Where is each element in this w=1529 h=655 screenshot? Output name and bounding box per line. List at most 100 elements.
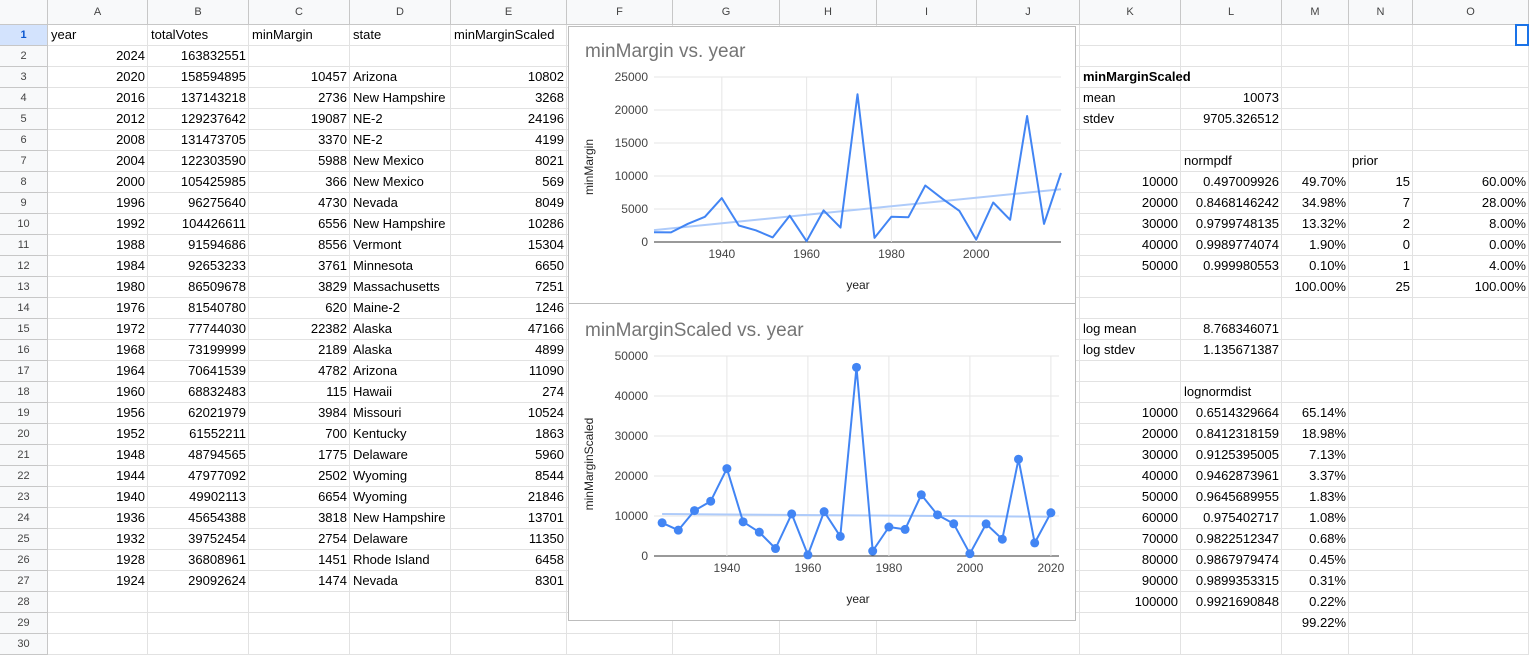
- table-cell[interactable]: Arizona: [353, 363, 398, 378]
- table-cell[interactable]: 96275640: [188, 195, 246, 210]
- column-header-m[interactable]: M: [1282, 0, 1349, 25]
- table-cell[interactable]: 4199: [535, 132, 564, 147]
- lognorm-cell[interactable]: 30000: [1141, 447, 1178, 462]
- column-header-n[interactable]: N: [1349, 0, 1413, 25]
- normpdf-cell[interactable]: 10000: [1141, 174, 1178, 189]
- table-cell[interactable]: 115: [326, 384, 347, 399]
- table-cell[interactable]: 1988: [116, 237, 145, 252]
- table-cell[interactable]: 2016: [116, 90, 145, 105]
- table-cell[interactable]: 29092624: [188, 573, 246, 588]
- table-cell[interactable]: 3370: [318, 132, 347, 147]
- table-cell[interactable]: 15304: [527, 237, 564, 252]
- table-cell[interactable]: 6654: [318, 489, 347, 504]
- stats-value[interactable]: 10073: [1242, 90, 1279, 105]
- table-cell[interactable]: 2000: [116, 174, 145, 189]
- stats-label[interactable]: stdev: [1083, 111, 1115, 126]
- normpdf-cell[interactable]: 30000: [1141, 216, 1178, 231]
- data-point[interactable]: [673, 525, 683, 535]
- data-point[interactable]: [981, 519, 991, 529]
- data-point[interactable]: [1014, 454, 1023, 464]
- data-point[interactable]: [722, 464, 732, 474]
- column-header-l[interactable]: L: [1181, 0, 1282, 25]
- lognorm-cell[interactable]: 0.9921690848: [1195, 594, 1279, 609]
- data-point[interactable]: [965, 549, 975, 559]
- header-cell[interactable]: totalVotes: [151, 27, 209, 42]
- table-cell[interactable]: 5960: [535, 447, 564, 462]
- table-cell[interactable]: 3268: [535, 90, 564, 105]
- lognorm-cell[interactable]: 0.975402717: [1203, 510, 1279, 525]
- lognorm-cell[interactable]: 3.37%: [1309, 468, 1346, 483]
- table-cell[interactable]: 3829: [318, 279, 347, 294]
- data-point[interactable]: [949, 519, 959, 529]
- table-cell[interactable]: Missouri: [353, 405, 402, 420]
- normpdf-cell[interactable]: 1: [1402, 258, 1410, 273]
- table-cell[interactable]: NE-2: [353, 111, 383, 126]
- table-cell[interactable]: 8301: [535, 573, 564, 588]
- table-cell[interactable]: 1474: [318, 573, 347, 588]
- table-cell[interactable]: 1972: [116, 321, 145, 336]
- table-cell[interactable]: 700: [325, 426, 347, 441]
- table-cell[interactable]: 2008: [116, 132, 145, 147]
- row-header-7[interactable]: 7: [0, 151, 48, 172]
- lognorm-cell[interactable]: 1.08%: [1309, 510, 1346, 525]
- table-cell[interactable]: 163832551: [180, 48, 246, 63]
- normpdf-cell[interactable]: 15: [1395, 174, 1410, 189]
- row-header-5[interactable]: 5: [0, 109, 48, 130]
- table-cell[interactable]: 8021: [535, 153, 564, 168]
- data-point[interactable]: [754, 527, 764, 537]
- data-point[interactable]: [900, 524, 910, 534]
- row-header-30[interactable]: 30: [0, 634, 48, 655]
- row-header-22[interactable]: 22: [0, 466, 48, 487]
- normpdf-cell[interactable]: 0.999980553: [1203, 258, 1279, 273]
- stats-title[interactable]: minMarginScaled: [1083, 69, 1191, 84]
- select-all-corner[interactable]: [0, 0, 48, 25]
- table-cell[interactable]: 1940: [116, 489, 145, 504]
- table-cell[interactable]: 13701: [527, 510, 564, 525]
- row-header-20[interactable]: 20: [0, 424, 48, 445]
- row-header-12[interactable]: 12: [0, 256, 48, 277]
- lognorm-cell[interactable]: 0.45%: [1309, 552, 1346, 567]
- table-cell[interactable]: 11090: [528, 363, 564, 378]
- table-cell[interactable]: Alaska: [353, 321, 393, 336]
- data-point[interactable]: [787, 509, 797, 519]
- lognorm-total[interactable]: 99.22%: [1301, 615, 1346, 630]
- row-header-10[interactable]: 10: [0, 214, 48, 235]
- lognorm-cell[interactable]: 18.98%: [1301, 426, 1346, 441]
- row-header-26[interactable]: 26: [0, 550, 48, 571]
- table-cell[interactable]: 19087: [310, 111, 347, 126]
- table-cell[interactable]: 1928: [116, 552, 145, 567]
- normpdf-cell[interactable]: 0.9989774074: [1195, 237, 1279, 252]
- row-header-21[interactable]: 21: [0, 445, 48, 466]
- data-point[interactable]: [868, 546, 878, 556]
- column-header-e[interactable]: E: [451, 0, 567, 25]
- table-cell[interactable]: 2024: [116, 48, 145, 63]
- table-cell[interactable]: Rhode Island: [353, 552, 430, 567]
- table-cell[interactable]: 3984: [318, 405, 347, 420]
- table-cell[interactable]: 10802: [527, 69, 564, 84]
- lognorm-cell[interactable]: 0.68%: [1309, 531, 1346, 546]
- table-cell[interactable]: 1984: [116, 258, 145, 273]
- table-cell[interactable]: 1936: [116, 510, 145, 525]
- lognorm-cell[interactable]: 80000: [1141, 552, 1178, 567]
- lognorm-cell[interactable]: 0.9645689955: [1195, 489, 1279, 504]
- lognorm-cell[interactable]: 1.83%: [1309, 489, 1346, 504]
- lognorm-cell[interactable]: 7.13%: [1309, 447, 1346, 462]
- normpdf-cell[interactable]: 0.9799748135: [1195, 216, 1279, 231]
- table-cell[interactable]: 569: [542, 174, 564, 189]
- table-cell[interactable]: 8049: [535, 195, 564, 210]
- normpdf-cell[interactable]: 4.00%: [1489, 258, 1526, 273]
- data-point[interactable]: [997, 534, 1007, 544]
- stats-label[interactable]: mean: [1083, 90, 1116, 105]
- table-cell[interactable]: Delaware: [353, 531, 408, 546]
- lognorm-cell[interactable]: 10000: [1141, 405, 1178, 420]
- lognorm-cell[interactable]: 0.22%: [1309, 594, 1346, 609]
- stats-label[interactable]: log stdev: [1083, 342, 1136, 357]
- row-header-18[interactable]: 18: [0, 382, 48, 403]
- table-cell[interactable]: 4782: [318, 363, 347, 378]
- data-point[interactable]: [803, 550, 813, 560]
- table-cell[interactable]: 2736: [318, 90, 347, 105]
- table-cell[interactable]: New Mexico: [353, 153, 424, 168]
- row-header-25[interactable]: 25: [0, 529, 48, 550]
- table-cell[interactable]: 49902113: [189, 489, 246, 504]
- column-header-d[interactable]: D: [350, 0, 451, 25]
